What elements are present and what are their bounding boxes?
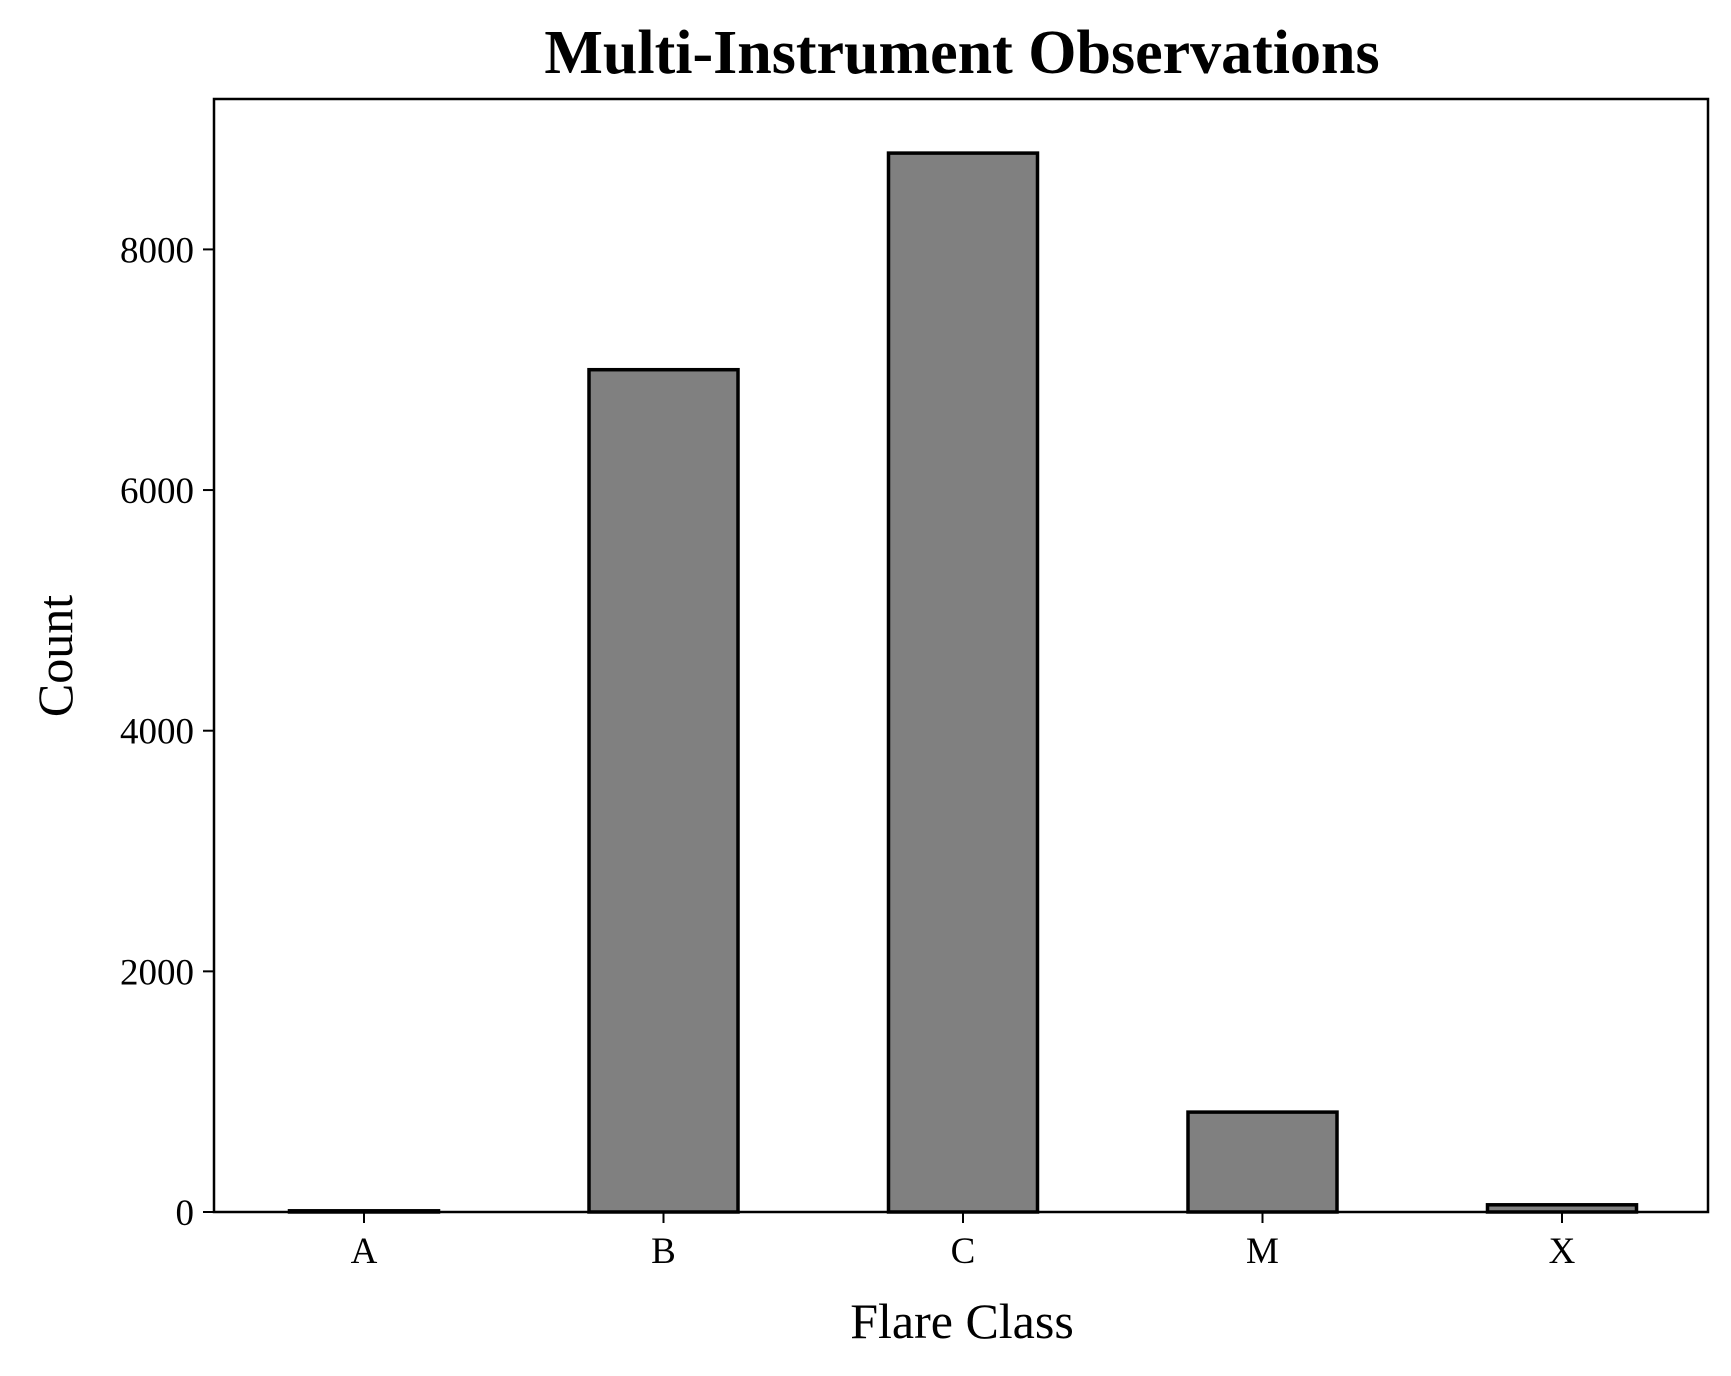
x-tick-label-x: X	[1549, 1231, 1576, 1272]
bar-group	[287, 151, 1639, 1214]
bar-c	[886, 151, 1040, 1214]
bar-m	[1186, 1110, 1339, 1214]
y-axis-label: Count	[27, 595, 83, 717]
y-tick-label-8000: 8000	[120, 230, 194, 271]
x-tick-label-b: B	[651, 1231, 676, 1272]
y-tick-label-6000: 6000	[120, 471, 194, 512]
chart-title: Multi-Instrument Observations	[544, 19, 1379, 87]
x-axis-label: Flare Class	[850, 1293, 1074, 1349]
y-tick-label-2000: 2000	[120, 952, 194, 993]
plot-frame	[212, 97, 1710, 1214]
x-tick-label-a: A	[351, 1231, 378, 1272]
y-axis-ticks: 0 2000 4000 6000 8000	[120, 230, 214, 1234]
x-tick-label-c: C	[951, 1231, 976, 1272]
y-tick-label-0: 0	[176, 1193, 195, 1234]
x-tick-label-m: M	[1246, 1231, 1279, 1272]
bar-b	[587, 367, 740, 1214]
y-tick-label-4000: 4000	[120, 712, 194, 753]
